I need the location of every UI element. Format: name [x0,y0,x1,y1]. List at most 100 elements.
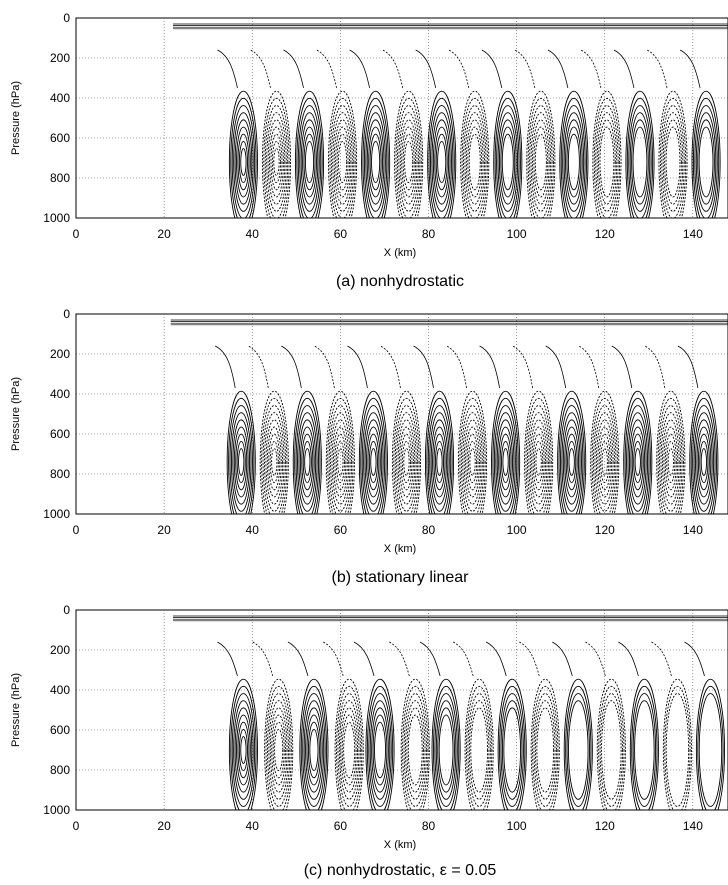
contour-line-negative [656,390,686,514]
contour-line-positive [366,119,385,205]
contour-line-negative [596,112,618,212]
contour-line-negative [528,412,549,512]
contour-line-negative [465,119,484,205]
contour-line-negative [524,390,554,514]
contour-line-tail [283,49,304,88]
contour-line-tail [512,345,534,388]
contour-line-negative [259,390,289,514]
contour-line-positive [432,119,451,205]
contour-line-negative [658,90,688,218]
contour-line-positive [496,105,520,218]
contour-line-tail [479,345,500,388]
contour-line-negative [591,397,618,514]
contour-line-positive [698,126,714,198]
grid-c [76,610,728,810]
contour-line-positive [228,678,258,810]
contour-line-positive [230,685,257,810]
y-tick-label: 400 [50,683,70,697]
contour-line-negative [463,105,487,218]
panel-a: 0 200 400 600 800 1000 0 20 40 60 80 100… [10,11,728,290]
contour-line-tail [679,49,701,88]
contour-line-negative [397,419,416,505]
contour-line-negative [407,714,423,786]
contour-line-positive [634,448,641,476]
contour-line-tail [248,345,269,388]
y-tick-label: 200 [50,347,70,361]
contour-line-positive [368,126,383,198]
contour-line-tail [677,345,699,388]
contour-line-positive [366,685,394,810]
x-tick-label: 0 [73,523,80,537]
contour-line-tail [514,49,536,88]
x-tick-label: 120 [595,227,615,241]
contour-line-negative [598,685,625,810]
contour-line-positive [235,433,248,491]
contour-line-negative [327,397,354,514]
contour-line-negative [404,140,414,184]
contour-line-positive [696,426,712,498]
contour-line-positive [697,119,715,205]
contour-line-positive [500,693,524,807]
contour-line-positive [226,390,256,514]
contour-line-positive [435,700,457,800]
contour-line-negative [468,440,478,484]
contour-line-tail [419,641,441,677]
contour-line-negative [529,419,548,505]
y-tick-label: 800 [50,763,70,777]
contour-line-negative [462,412,483,512]
contour-line-positive [228,397,255,514]
x-tick-label: 140 [683,819,703,833]
contour-line-tail [545,345,567,388]
contour-line-positive [238,728,248,772]
contour-line-positive [430,419,449,505]
contour-line-positive [435,133,448,191]
contour-line-negative [264,678,294,810]
contour-line-positive [497,112,519,212]
contour-line-negative [325,390,355,514]
contour-line-negative [268,700,289,800]
contour-line-positive [295,405,319,514]
contour-line-positive [427,405,452,514]
contour-line-positive [307,721,320,779]
contour-line-negative [340,707,358,793]
y-axis-label-c: Pressure (hPa) [10,673,22,747]
contour-line-positive [493,90,523,218]
contour-line-positive [567,440,577,484]
contour-line-negative [402,133,415,191]
contour-line-negative [666,440,676,484]
y-tick-label: 1000 [43,507,70,521]
contour-line-positive [624,397,651,514]
contour-line-negative [663,426,679,498]
contour-line-negative [269,126,284,198]
contour-line-negative [600,440,610,484]
contour-line-negative [530,112,552,212]
contour-line-positive [500,126,516,198]
y-tick-label: 600 [50,131,70,145]
contour-line-negative [331,419,350,505]
contour-line-negative [337,693,361,807]
contour-line-positive [228,90,258,218]
contour-line-negative [328,405,353,514]
contour-line-positive [365,112,386,212]
contour-line-positive [633,440,643,484]
contour-line-negative [267,693,291,807]
contour-line-tail [611,345,633,388]
contour-line-negative [534,133,547,191]
y-tick-label: 200 [50,51,70,65]
contour-line-tail [217,641,238,677]
contour-line-positive [360,397,387,514]
contour-line-positive [698,693,723,807]
plot-frame-a [75,17,728,219]
contour-line-positive [300,119,319,205]
contour-line-positive [238,140,248,184]
contour-line-negative [467,693,491,807]
contour-line-positive [491,390,521,514]
contour-line-positive [693,412,715,512]
contour-line-tail [448,49,470,88]
contour-line-positive [623,390,653,514]
contour-line-positive [292,390,322,514]
contour-line-negative [267,119,286,205]
contour-line-tail [349,49,370,88]
x-tick-label: 60 [334,227,348,241]
contour-line-negative [460,405,485,514]
